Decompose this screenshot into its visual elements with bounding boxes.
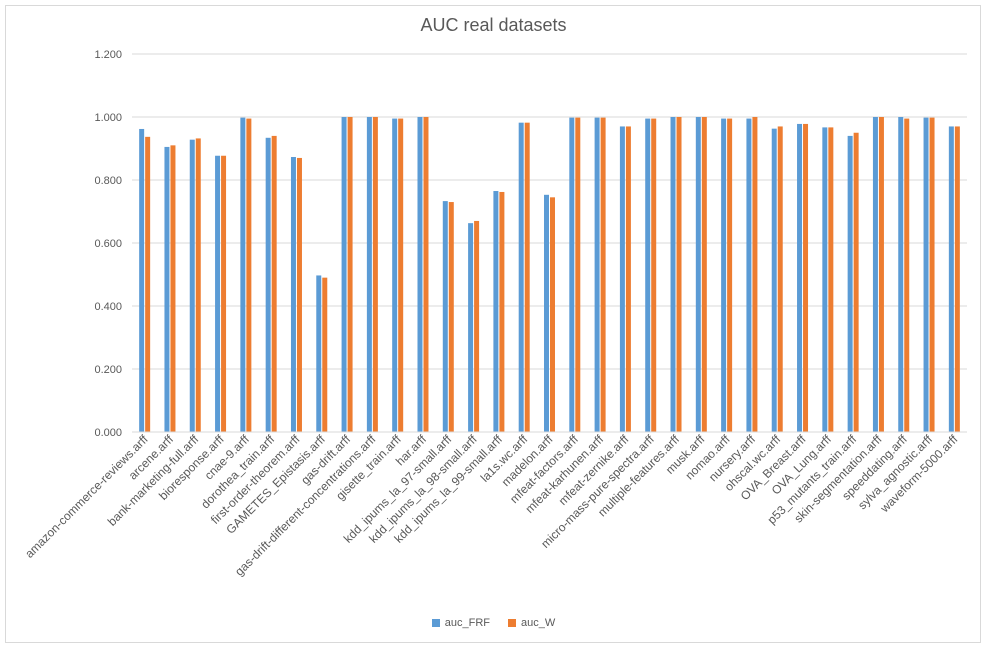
bar-auc-frf: [544, 194, 549, 432]
bar-auc-frf: [240, 117, 246, 432]
bar-auc-w: [322, 277, 328, 432]
bar-auc-frf: [518, 122, 524, 433]
bar-auc-frf: [645, 118, 651, 432]
bar-auc-frf: [215, 155, 221, 432]
legend: auc_FRF auc_W: [0, 617, 987, 629]
bar-auc-frf: [619, 126, 625, 432]
bar-auc-w: [853, 132, 859, 432]
bar-auc-w: [878, 117, 884, 432]
bar-auc-frf: [265, 137, 271, 433]
legend-item-w: auc_W: [508, 617, 555, 629]
bar-auc-w: [954, 126, 960, 432]
bar-auc-w: [727, 118, 733, 432]
bar-auc-w: [803, 123, 809, 433]
bar-auc-w: [347, 117, 353, 432]
bar-auc-frf: [468, 223, 474, 432]
bar-auc-frf: [442, 201, 448, 432]
bar-auc-w: [195, 138, 201, 433]
bar-auc-frf: [594, 117, 600, 432]
bar-auc-w: [448, 202, 454, 432]
y-tick-label: 0.600: [94, 238, 122, 250]
bar-auc-frf: [948, 126, 954, 432]
bar-auc-frf: [139, 128, 145, 432]
bar-auc-w: [221, 155, 227, 432]
bar-auc-frf: [569, 117, 575, 432]
bar-auc-w: [423, 117, 429, 432]
y-tick-label: 0.200: [94, 364, 122, 376]
bar-auc-frf: [670, 117, 676, 432]
bar-auc-frf: [290, 157, 296, 432]
legend-item-frf: auc_FRF: [431, 617, 490, 629]
bar-auc-frf: [771, 128, 777, 432]
bar-auc-frf: [746, 118, 752, 432]
bar-auc-w: [271, 135, 277, 432]
bar-auc-frf: [923, 117, 929, 432]
bar-auc-w: [398, 118, 404, 432]
legend-swatch-w: [508, 619, 516, 627]
bar-auc-w: [499, 191, 505, 432]
bar-auc-w: [145, 136, 151, 432]
bar-auc-w: [625, 126, 631, 432]
bar-auc-frf: [366, 117, 372, 432]
bar-auc-w: [600, 117, 606, 432]
bar-auc-frf: [797, 123, 803, 433]
bar-auc-w: [701, 117, 707, 432]
bar-auc-frf: [847, 135, 853, 432]
bar-auc-frf: [316, 275, 322, 432]
bar-auc-frf: [392, 118, 398, 432]
legend-label-frf: auc_FRF: [444, 617, 490, 629]
bar-auc-frf: [417, 117, 423, 432]
y-tick-label: 1.200: [94, 49, 122, 61]
bar-auc-w: [828, 127, 834, 433]
bar-auc-frf: [695, 117, 701, 432]
bar-auc-w: [575, 117, 581, 432]
bar-auc-w: [929, 117, 935, 432]
bar-auc-frf: [872, 117, 878, 432]
bar-auc-frf: [493, 191, 499, 432]
bar-auc-w: [246, 118, 252, 432]
bar-auc-w: [676, 117, 682, 432]
chart-title: AUC real datasets: [420, 15, 567, 35]
bar-auc-frf: [898, 117, 904, 432]
y-tick-label: 1.000: [94, 112, 122, 124]
legend-swatch-frf: [431, 619, 440, 627]
bar-auc-w: [524, 122, 530, 433]
bar-auc-w: [170, 145, 176, 432]
bar-auc-w: [296, 157, 302, 432]
legend-label-w: auc_W: [521, 617, 556, 629]
bar-auc-frf: [189, 139, 195, 432]
bar-auc-w: [777, 126, 783, 432]
bar-auc-w: [651, 118, 657, 432]
bar-auc-frf: [822, 127, 828, 433]
bar-auc-frf: [341, 117, 347, 432]
y-tick-label: 0.400: [94, 301, 122, 313]
bar-auc-w: [474, 220, 480, 432]
bar-auc-w: [752, 117, 758, 432]
bar-auc-w: [550, 197, 555, 432]
y-tick-label: 0.000: [94, 427, 122, 439]
bar-auc-frf: [721, 118, 727, 432]
y-tick-label: 0.800: [94, 175, 122, 187]
bar-auc-frf: [164, 146, 170, 433]
bar-auc-w: [904, 118, 910, 432]
bar-auc-w: [372, 117, 378, 432]
